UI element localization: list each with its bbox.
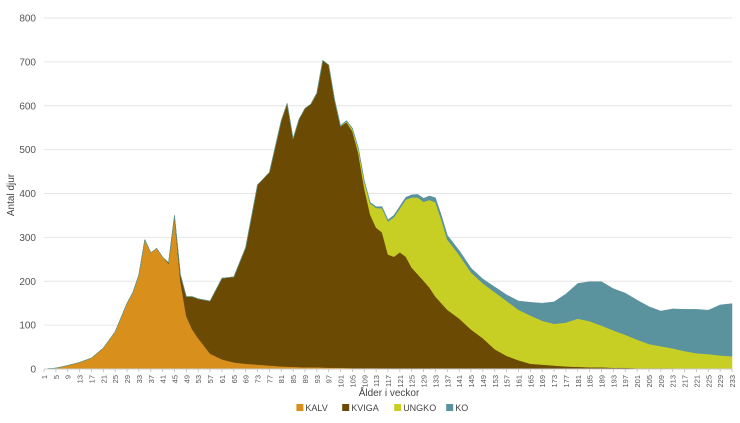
y-tick-label: 200 xyxy=(19,277,36,288)
y-tick-label: 300 xyxy=(19,233,36,244)
x-tick-label: 173 xyxy=(550,375,559,388)
legend-swatch-kviga xyxy=(342,404,350,411)
x-axis-label: Ålder i veckor xyxy=(359,386,420,399)
x-tick-label: 45 xyxy=(170,375,179,383)
y-axis-ticks: 0 100 200 300 400 500 600 700 800 xyxy=(19,14,36,376)
legend-swatch-kalv xyxy=(296,404,304,411)
x-tick-label: 201 xyxy=(633,375,642,388)
y-tick-label: 400 xyxy=(19,189,36,200)
x-tick-label: 13 xyxy=(76,375,85,383)
x-tick-label: 1 xyxy=(40,375,49,379)
x-tick-label: 81 xyxy=(277,375,286,383)
legend-label-ko: KO xyxy=(455,403,468,413)
x-tick-label: 37 xyxy=(147,375,156,383)
legend-label-kalv: KALV xyxy=(305,403,327,413)
area-ko xyxy=(43,59,733,370)
x-tick-label: 225 xyxy=(704,375,713,388)
x-tick-label: 149 xyxy=(479,375,488,388)
x-tick-label: 229 xyxy=(716,375,725,388)
x-tick-label: 49 xyxy=(182,375,191,383)
y-tick-label: 800 xyxy=(19,14,36,25)
y-tick-label: 0 xyxy=(30,365,36,376)
x-tick-label: 53 xyxy=(194,375,203,383)
x-tick-label: 65 xyxy=(230,375,239,383)
x-tick-label: 157 xyxy=(503,375,512,388)
x-tick-label: 9 xyxy=(64,375,73,379)
x-tick-label: 93 xyxy=(313,375,322,383)
x-tick-label: 217 xyxy=(681,375,690,388)
x-axis-ticks: 1 5 9 13 17 21 25 29 33 37 41 45 49 53 57 61 65 69 73 77 81 8… xyxy=(40,369,737,388)
x-tick-label: 113 xyxy=(372,375,381,387)
x-tick-label: 33 xyxy=(135,375,144,383)
x-tick-label: 109 xyxy=(360,375,369,388)
x-tick-label: 61 xyxy=(218,375,227,383)
x-tick-label: 169 xyxy=(538,375,547,388)
x-tick-label: 133 xyxy=(431,375,440,388)
x-tick-label: 21 xyxy=(99,375,108,383)
legend-swatch-ungko xyxy=(394,404,402,411)
legend-swatch-ko xyxy=(446,404,454,411)
x-tick-label: 161 xyxy=(514,375,523,388)
y-tick-label: 600 xyxy=(19,101,36,112)
x-tick-label: 57 xyxy=(206,375,215,383)
legend: KALV KVIGA UNGKO KO xyxy=(296,403,468,413)
x-tick-label: 145 xyxy=(467,375,476,388)
x-tick-label: 137 xyxy=(443,375,452,388)
legend-label-ungko: UNGKO xyxy=(403,403,436,413)
x-tick-label: 73 xyxy=(254,375,263,383)
y-tick-label: 500 xyxy=(19,145,36,156)
x-tick-label: 177 xyxy=(562,375,571,388)
x-tick-label: 189 xyxy=(598,375,607,388)
x-tick-label: 185 xyxy=(586,375,595,388)
x-tick-label: 125 xyxy=(408,375,417,388)
x-tick-label: 213 xyxy=(669,375,678,388)
x-tick-label: 101 xyxy=(337,375,346,388)
x-tick-label: 29 xyxy=(123,375,132,383)
x-tick-label: 25 xyxy=(111,375,120,383)
x-tick-label: 41 xyxy=(159,375,168,383)
x-tick-label: 97 xyxy=(325,375,334,383)
x-tick-label: 141 xyxy=(455,375,464,388)
x-tick-label: 77 xyxy=(265,375,274,383)
x-tick-label: 129 xyxy=(420,375,429,388)
series-areas xyxy=(43,59,733,370)
x-tick-label: 121 xyxy=(396,375,405,388)
x-tick-label: 105 xyxy=(348,375,357,388)
x-tick-label: 221 xyxy=(692,375,701,388)
x-tick-label: 69 xyxy=(242,375,251,383)
x-tick-label: 117 xyxy=(384,375,393,387)
x-tick-label: 85 xyxy=(289,375,298,383)
x-tick-label: 181 xyxy=(574,375,583,388)
y-axis-label: Antal djur xyxy=(6,173,17,216)
x-tick-label: 89 xyxy=(301,375,310,383)
y-tick-label: 700 xyxy=(19,57,36,68)
y-tick-label: 100 xyxy=(19,321,36,332)
x-tick-label: 205 xyxy=(645,375,654,388)
x-tick-label: 17 xyxy=(87,375,96,383)
x-tick-label: 5 xyxy=(52,375,61,379)
legend-label-kviga: KVIGA xyxy=(351,403,379,413)
x-tick-label: 165 xyxy=(526,375,535,388)
x-tick-label: 197 xyxy=(621,375,630,388)
x-tick-label: 209 xyxy=(657,375,666,388)
x-tick-label: 233 xyxy=(728,375,737,388)
x-tick-label: 193 xyxy=(609,375,618,388)
x-tick-label: 153 xyxy=(491,375,500,388)
